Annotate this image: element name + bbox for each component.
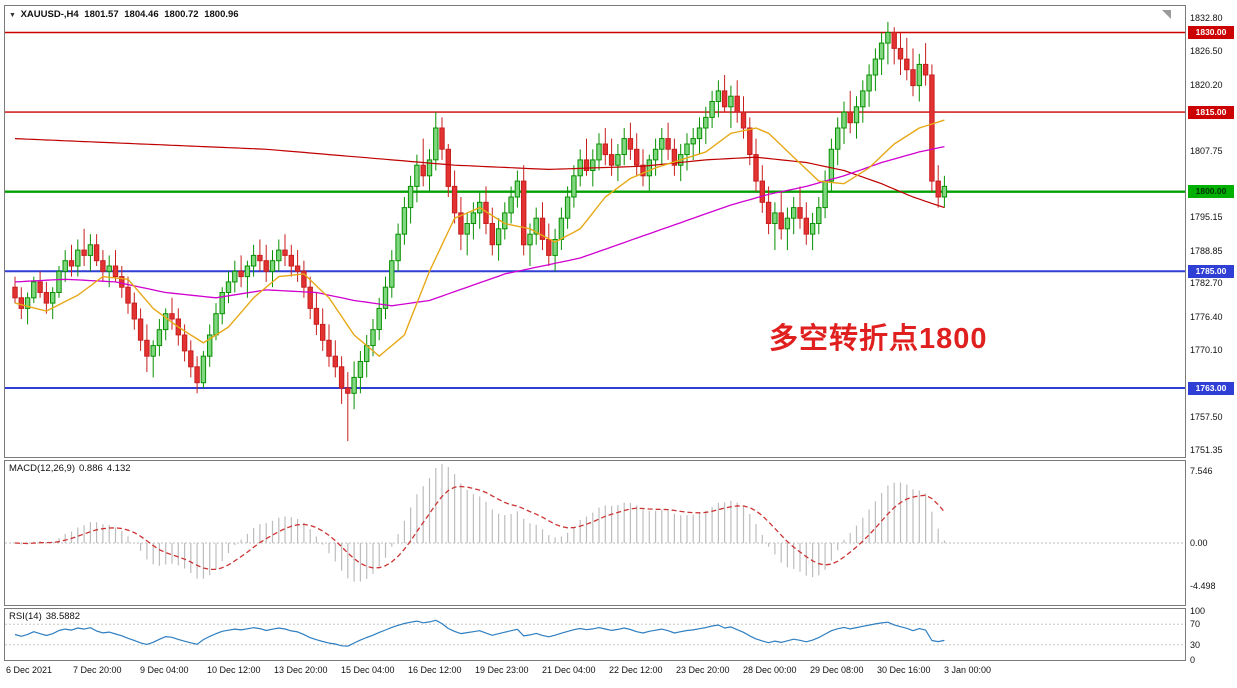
axis-tick-label: 1807.75 (1190, 146, 1223, 156)
axis-tick-label: 1757.50 (1190, 412, 1223, 422)
axis-tick-label: 1776.40 (1190, 312, 1223, 322)
symbol-info: ▼ XAUUSD-,H4 1801.57 1804.46 1800.72 180… (9, 9, 242, 20)
ohlc-low: 1800.72 (164, 9, 199, 20)
ohlc-open: 1801.57 (84, 9, 119, 20)
axis-tick-label: 0.00 (1190, 538, 1208, 548)
axis-tick-label: 1788.85 (1190, 246, 1223, 256)
price-axis[interactable]: 1832.80 1826.50 1820.20 1807.75 1795.15 1788.… (1188, 0, 1237, 688)
time-axis-label: 16 Dec 12:00 (408, 665, 462, 675)
symbol-period-label: XAUUSD-,H4 (20, 9, 79, 20)
time-axis-label: 10 Dec 12:00 (207, 665, 261, 675)
time-axis-label: 21 Dec 04:00 (542, 665, 596, 675)
dropdown-arrow-icon: ▼ (9, 12, 16, 19)
time-axis-label: 28 Dec 00:00 (743, 665, 797, 675)
axis-tick-label: -4.498 (1190, 581, 1216, 591)
price-level-badge: 1830.00 (1188, 26, 1234, 39)
chart-annotation: 多空转折点1800 (769, 323, 988, 355)
price-level-badge: 1763.00 (1188, 382, 1234, 395)
ohlc-close: 1800.96 (204, 9, 239, 20)
axis-tick-label: 1826.50 (1190, 46, 1223, 56)
time-axis-label: 3 Jan 00:00 (944, 665, 992, 675)
axis-tick-label: 0 (1190, 655, 1196, 665)
time-axis-label: 30 Dec 16:00 (877, 665, 931, 675)
time-axis-label: 9 Dec 04:00 (140, 665, 189, 675)
time-axis-label: 15 Dec 04:00 (341, 665, 395, 675)
main-chart-panel[interactable]: ▼ XAUUSD-,H4 1801.57 1804.46 1800.72 180… (4, 5, 1186, 458)
time-axis-label: 22 Dec 12:00 (609, 665, 663, 675)
time-axis[interactable]: 6 Dec 2021 7 Dec 20:00 9 Dec 04:00 10 Dec 1… (4, 663, 1186, 685)
axis-tick-label: 70 (1190, 619, 1201, 629)
axis-tick-label: 1795.15 (1190, 212, 1223, 222)
time-axis-label: 23 Dec 20:00 (676, 665, 730, 675)
macd-panel[interactable]: MACD(12,26,9) 0.886 4.132 (4, 460, 1186, 606)
rsi-label: RSI(14) 38.5882 (9, 611, 81, 622)
axis-tick-label: 1782.70 (1190, 278, 1223, 288)
rsi-panel[interactable]: RSI(14) 38.5882 (4, 608, 1186, 661)
macd-svg (5, 463, 1185, 582)
rsi-svg (5, 619, 1185, 647)
main-chart-svg (5, 21, 1185, 442)
axis-tick-label: 7.546 (1190, 466, 1213, 476)
price-level-badge: 1785.00 (1188, 265, 1234, 278)
time-axis-label: 7 Dec 20:00 (73, 665, 122, 675)
price-level-badge: 1800.00 (1188, 185, 1234, 198)
axis-tick-label: 1820.20 (1190, 80, 1223, 90)
axis-tick-label: 1770.10 (1190, 345, 1223, 355)
time-axis-label: 6 Dec 2021 (6, 665, 53, 675)
time-axis-label: 13 Dec 20:00 (274, 665, 328, 675)
chart-shift-icon[interactable] (1162, 10, 1171, 19)
time-axis-label: 29 Dec 08:00 (810, 665, 864, 675)
macd-label: MACD(12,26,9) 0.886 4.132 (9, 463, 131, 474)
time-axis-label: 19 Dec 23:00 (475, 665, 529, 675)
axis-tick-label: 30 (1190, 640, 1201, 650)
axis-tick-label: 1832.80 (1190, 13, 1223, 23)
price-level-badge: 1815.00 (1188, 106, 1234, 119)
axis-tick-label: 1751.35 (1190, 445, 1223, 455)
ohlc-high: 1804.46 (124, 9, 159, 20)
axis-tick-label: 100 (1190, 606, 1206, 616)
